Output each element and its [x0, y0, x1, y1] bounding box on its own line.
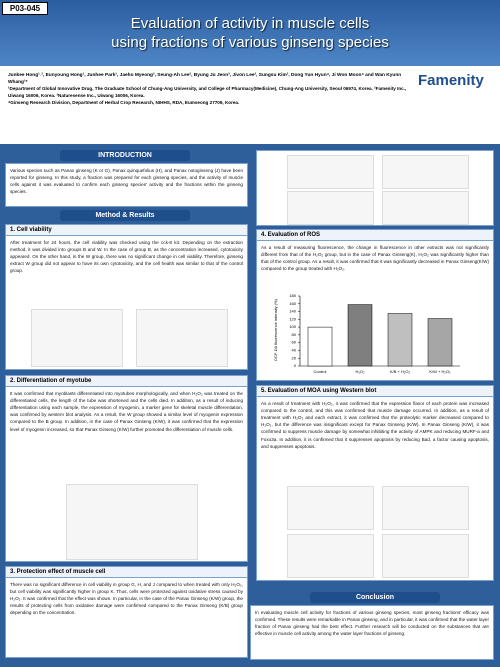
x-tick-label: Control [314, 369, 327, 374]
figure [287, 191, 374, 225]
panel-title: 1. Cell viability [6, 225, 247, 236]
affiliation: ¹Department of Global Innovative Drug, T… [8, 86, 407, 98]
y-tick-label: 160 [289, 301, 296, 306]
title-line: Evaluation of activity in muscle cells [130, 15, 370, 32]
poster-code: P03-045 [2, 2, 48, 15]
x-tick-label: K/B + H₂O₂ [390, 369, 411, 374]
paragraph: It was confirmed that myoblasts differen… [10, 391, 243, 432]
bar [307, 326, 333, 367]
y-tick-label: 120 [289, 316, 296, 321]
bar [387, 313, 413, 367]
y-tick-label: 180 [289, 293, 296, 298]
title: Evaluation of activity in muscle cells us… [60, 14, 440, 52]
paragraph: As a result of measuring fluorescence, t… [261, 245, 489, 272]
paragraph: In evaluating muscle cell activity for f… [255, 610, 489, 637]
intro-panel: Various species such as Panax ginseng (K… [5, 163, 248, 207]
paragraph: After treatment for 24 hours, the cell v… [10, 240, 243, 274]
panel: 1. Cell viability After treatment for 24 … [5, 224, 248, 370]
paragraph: Various species such as Panax ginseng (K… [10, 168, 243, 195]
y-tick-label: 20 [292, 355, 297, 360]
bar [347, 304, 373, 367]
y-tick-label: 100 [289, 324, 296, 329]
figure [287, 486, 374, 530]
panel-title: 2. Differentiation of myotube [6, 376, 247, 387]
figure [66, 484, 198, 560]
figure [382, 191, 469, 225]
panel-title: 5. Evaluation of MOA using Western blot [257, 386, 493, 397]
panel-title: 3. Protection effect of muscle cell [6, 567, 247, 578]
bar [427, 318, 453, 367]
author-band [0, 66, 500, 144]
title-line: using fractions of various ginseng speci… [111, 34, 389, 51]
y-axis-label: DCF-DA fluorescence intensity (%) [273, 298, 278, 360]
section-header: INTRODUCTION [60, 150, 190, 161]
conclusion-panel: In evaluating muscle cell activity for f… [250, 605, 494, 660]
x-tick-label: K/W + H₂O₂ [429, 369, 451, 374]
y-tick-label: 140 [289, 309, 296, 314]
panel: 5. Evaluation of MOA using Western blot A… [256, 385, 494, 581]
affiliations: ¹Department of Global Innovative Drug, T… [8, 86, 418, 107]
y-tick-label: 40 [292, 348, 297, 353]
paragraph: As a result of treatment with H₂O₂, it w… [261, 401, 489, 449]
figure [382, 534, 469, 578]
affiliation: ⁴Ginseng Research Division, Department o… [8, 99, 240, 105]
panel-title: 4. Evaluation of ROS [257, 230, 493, 241]
panel: 2. Differentiation of myotube It was conf… [5, 375, 248, 562]
y-tick-label: 80 [292, 332, 297, 337]
logo: Famenity [418, 72, 484, 89]
panel: 4. Evaluation of ROS As a result of measu… [256, 229, 494, 381]
section-header: Conclusion [310, 592, 440, 603]
panel: 3. Protection effect of muscle cell There… [5, 566, 248, 658]
ros-chart: DCF-DA fluorescence intensity (%) 0 20 40 6… [273, 293, 460, 374]
y-tick-label: 0 [294, 363, 297, 368]
section-header: Method & Results [60, 210, 190, 221]
authors: Junkee Hong¹˒², Eunyoung Hong¹, Junhee P… [8, 73, 402, 86]
figure [382, 486, 469, 530]
figure-panel [256, 150, 494, 226]
x-tick-label: H₂O₂ [355, 369, 365, 374]
figure [382, 155, 469, 189]
paragraph: There was no significant difference in c… [10, 582, 243, 616]
y-tick-label: 60 [292, 340, 297, 345]
figure [136, 309, 228, 367]
figure [31, 309, 123, 367]
figure [287, 534, 374, 578]
header [0, 0, 500, 66]
figure [287, 155, 374, 189]
